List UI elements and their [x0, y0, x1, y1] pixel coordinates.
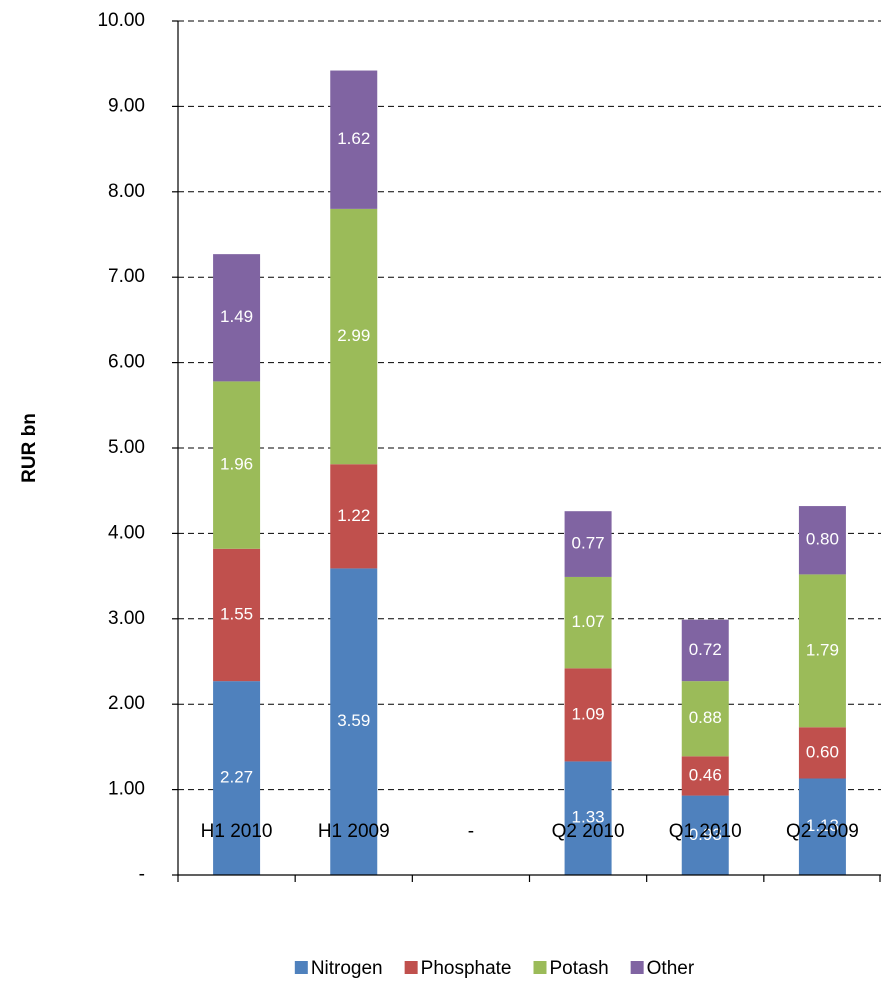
legend-label: Other	[647, 958, 695, 979]
y-axis-label: RUR bn	[19, 413, 40, 483]
bar-segment	[330, 464, 378, 569]
data-label: 0.46	[689, 765, 722, 784]
x-tick-label: Q2 2009	[786, 821, 859, 842]
data-label: 2.99	[337, 326, 370, 345]
bar-segment	[564, 576, 612, 669]
bar-segment	[330, 208, 378, 465]
data-label: 3.59	[337, 711, 370, 730]
data-label: 1.49	[220, 307, 253, 326]
bar-segment	[564, 511, 612, 577]
data-label: 0.77	[572, 534, 605, 553]
legend-label: Potash	[550, 958, 609, 979]
x-tick-label: H1 2010	[201, 821, 273, 842]
x-tick-label: H1 2009	[318, 821, 390, 842]
y-tick-label: 5.00	[108, 437, 145, 458]
y-tick-label: 4.00	[108, 522, 145, 543]
legend-swatch	[404, 961, 418, 974]
y-tick-label: 6.00	[108, 352, 145, 373]
data-label: 1.22	[337, 506, 370, 525]
y-tick-label: 9.00	[108, 95, 145, 116]
bar-segment	[681, 619, 729, 682]
legend-label: Nitrogen	[311, 958, 383, 979]
y-tick-label: 10.00	[97, 10, 145, 31]
bar-segment	[330, 568, 378, 875]
data-label: 1.13	[806, 816, 839, 835]
data-label: 0.72	[689, 640, 722, 659]
bar-segment	[564, 668, 612, 762]
bar-segment	[798, 506, 846, 575]
y-tick-label: 8.00	[108, 181, 145, 202]
bar-segment	[798, 574, 846, 728]
x-tick-label: Q1 2010	[669, 821, 742, 842]
data-label: 0.60	[806, 742, 839, 761]
data-label: 1.07	[572, 612, 605, 631]
bar-segment	[213, 254, 261, 382]
bar-segment	[681, 756, 729, 796]
y-tick-label: 3.00	[108, 608, 145, 629]
x-tick-label: Q2 2010	[552, 821, 625, 842]
data-label: 1.62	[337, 129, 370, 148]
data-label: 1.55	[220, 604, 253, 623]
y-tick-label: 7.00	[108, 266, 145, 287]
y-tick-label: -	[139, 864, 145, 885]
data-label: 1.96	[220, 455, 253, 474]
bar-segment	[213, 681, 261, 875]
legend-label: Phosphate	[421, 958, 512, 979]
data-label: 1.09	[572, 704, 605, 723]
data-label: 0.93	[689, 825, 722, 844]
y-tick-label: 2.00	[108, 693, 145, 714]
bar-segment	[213, 548, 261, 682]
legend-swatch	[294, 961, 308, 974]
bar-segment	[330, 70, 378, 209]
bar-segment	[681, 795, 729, 875]
bar-segment	[213, 381, 261, 549]
legend-swatch	[630, 961, 644, 974]
data-label: 2.27	[220, 768, 253, 787]
data-label: 0.80	[806, 530, 839, 549]
bar-segment	[681, 681, 729, 757]
data-label: 1.33	[572, 808, 605, 827]
bar-segment	[798, 778, 846, 875]
legend-swatch	[533, 961, 547, 974]
data-label: 0.88	[689, 708, 722, 727]
data-label: 1.79	[806, 640, 839, 659]
bar-segment	[798, 727, 846, 779]
x-tick-label: -	[468, 821, 474, 842]
bar-segment	[564, 761, 612, 875]
y-tick-label: 1.00	[108, 779, 145, 800]
